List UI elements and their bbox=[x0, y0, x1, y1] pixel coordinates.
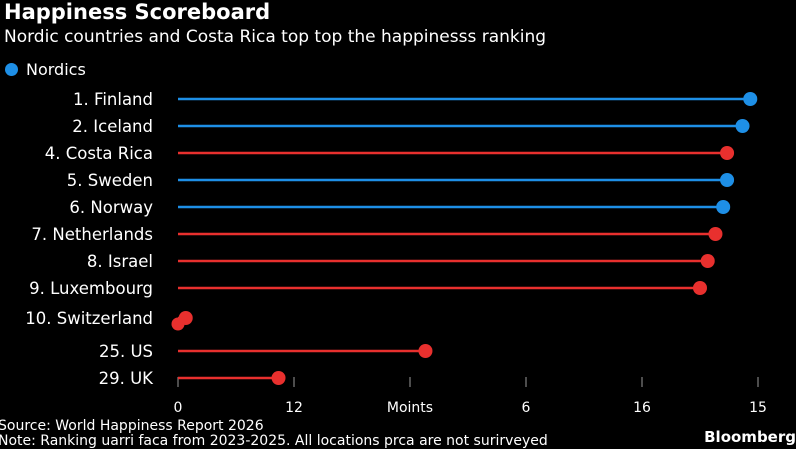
legend-nordics-label: Nordics bbox=[26, 60, 86, 79]
lollipop-dot bbox=[271, 371, 286, 385]
x-axis-tick-label: 6 bbox=[522, 400, 531, 416]
x-axis-tick-label: 15 bbox=[749, 400, 767, 416]
x-axis-tick-label: Moints bbox=[387, 400, 433, 416]
bloomberg-logo: Bloomberg bbox=[704, 428, 796, 446]
chart-subtitle: Nordic countries and Costa Rica top top … bbox=[4, 27, 547, 47]
category-label: 2. Iceland bbox=[72, 117, 153, 136]
lollipop-dot bbox=[716, 200, 731, 214]
lollipop-dot bbox=[720, 173, 735, 187]
category-label: 10. Switzerland bbox=[25, 309, 153, 328]
category-label: 8. Israel bbox=[87, 252, 153, 271]
footnote: Note: Ranking uarri faca from 2023-2025.… bbox=[0, 433, 548, 449]
legend: Nordics bbox=[5, 60, 86, 79]
lollipop-dot bbox=[693, 281, 707, 295]
lollipop-dot bbox=[700, 254, 715, 268]
x-axis-tick-label: 12 bbox=[285, 400, 303, 416]
x-axis-tick-label: 16 bbox=[633, 400, 651, 416]
source-note: Source: World Happiness Report 2026 bbox=[0, 418, 264, 434]
lollipop-dot-overlap bbox=[171, 317, 185, 331]
category-label: 5. Sweden bbox=[67, 171, 153, 190]
lollipop-dot bbox=[720, 146, 735, 160]
category-label: 4. Costa Rica bbox=[45, 144, 153, 163]
category-label: 9. Luxembourg bbox=[29, 279, 153, 298]
lollipop-dot bbox=[708, 227, 723, 241]
category-label: 25. US bbox=[99, 342, 153, 361]
lollipop-dot bbox=[743, 92, 758, 106]
x-axis-tick-label: 0 bbox=[174, 400, 183, 416]
category-label: 29. UK bbox=[99, 369, 155, 388]
legend-nordics-marker bbox=[5, 63, 18, 76]
category-label: 7. Netherlands bbox=[31, 225, 153, 244]
chart-title: Happiness Scoreboard bbox=[4, 0, 271, 24]
category-label: 1. Finland bbox=[73, 90, 153, 109]
lollipop-dot bbox=[418, 344, 433, 358]
lollipop-dot bbox=[735, 119, 750, 133]
category-label: 6. Norway bbox=[69, 198, 153, 217]
